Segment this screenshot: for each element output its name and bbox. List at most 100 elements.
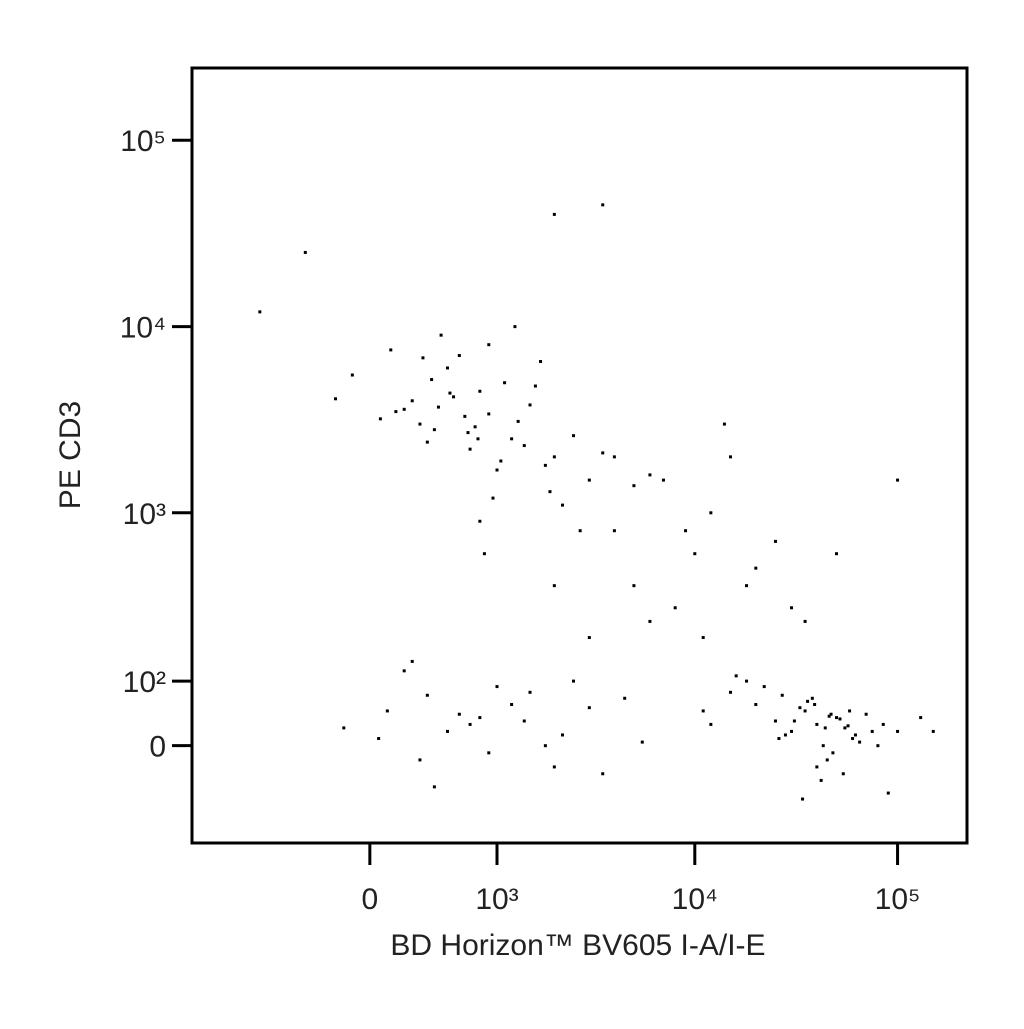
- point: [661, 478, 665, 482]
- point: [648, 473, 652, 477]
- point: [848, 709, 852, 713]
- point: [841, 772, 845, 776]
- point: [478, 389, 482, 393]
- point: [572, 679, 576, 683]
- point: [578, 529, 582, 533]
- point: [552, 765, 556, 769]
- point: [754, 702, 758, 706]
- point: [468, 447, 472, 451]
- point: [478, 519, 482, 523]
- point: [402, 407, 406, 411]
- point: [601, 203, 605, 207]
- point: [572, 434, 576, 438]
- point: [835, 552, 839, 556]
- y-tick-label: 0: [149, 731, 166, 764]
- point: [430, 378, 434, 382]
- point: [601, 772, 605, 776]
- point: [385, 709, 389, 713]
- point: [886, 791, 890, 795]
- point: [587, 478, 591, 482]
- point: [838, 717, 842, 721]
- point: [468, 722, 472, 726]
- point: [815, 722, 819, 726]
- point: [561, 733, 565, 737]
- point: [601, 451, 605, 455]
- point: [432, 785, 436, 789]
- point: [640, 740, 644, 744]
- point: [851, 737, 855, 741]
- point: [552, 212, 556, 216]
- point: [831, 751, 835, 755]
- point: [734, 674, 738, 678]
- point: [389, 348, 393, 352]
- point: [745, 679, 749, 683]
- point: [466, 431, 470, 435]
- point: [513, 325, 517, 329]
- point: [499, 459, 503, 463]
- point: [864, 712, 868, 716]
- point: [378, 417, 382, 421]
- point: [813, 702, 817, 706]
- point: [445, 366, 449, 370]
- point: [432, 428, 436, 432]
- point: [858, 740, 862, 744]
- point: [790, 606, 794, 610]
- x-tick-label: 10³: [475, 883, 518, 916]
- point: [476, 437, 480, 441]
- point: [709, 511, 713, 515]
- point: [798, 706, 802, 710]
- point: [552, 455, 556, 459]
- point: [870, 729, 874, 733]
- y-tick-label: 10²: [123, 666, 166, 699]
- point: [709, 722, 713, 726]
- point: [754, 566, 758, 570]
- point: [876, 744, 880, 748]
- point: [825, 758, 829, 762]
- point: [783, 733, 787, 737]
- point: [258, 310, 262, 314]
- point: [810, 696, 814, 700]
- point: [410, 399, 414, 403]
- point: [561, 503, 565, 507]
- point: [612, 529, 616, 533]
- point: [448, 391, 452, 395]
- point: [773, 719, 777, 723]
- point: [452, 395, 456, 399]
- x-tick-label: 0: [362, 883, 379, 916]
- point: [803, 709, 807, 713]
- point: [402, 669, 406, 673]
- point: [410, 659, 414, 663]
- y-tick-label: 10⁴: [120, 312, 166, 345]
- point: [632, 584, 636, 588]
- point: [487, 343, 491, 347]
- x-axis-label: BD Horizon™ BV605 I-A/I-E: [390, 929, 765, 962]
- point: [693, 552, 697, 556]
- point: [587, 636, 591, 640]
- x-tick-label: 10⁵: [875, 883, 921, 916]
- point: [548, 490, 552, 494]
- point: [495, 468, 499, 472]
- x-tick-label: 10⁴: [672, 883, 718, 916]
- point: [827, 714, 831, 718]
- point: [425, 693, 429, 697]
- point: [896, 729, 900, 733]
- point: [777, 737, 781, 741]
- point: [819, 778, 823, 782]
- y-tick-label: 10³: [123, 498, 166, 531]
- point: [843, 726, 847, 730]
- point: [436, 405, 440, 409]
- point: [684, 529, 688, 533]
- point: [673, 606, 677, 610]
- point: [543, 744, 547, 748]
- point: [803, 619, 807, 623]
- point: [421, 356, 425, 360]
- point: [587, 706, 591, 710]
- point: [745, 584, 749, 588]
- point: [522, 444, 526, 448]
- point: [543, 463, 547, 467]
- point: [522, 719, 526, 723]
- point: [790, 729, 794, 733]
- point: [482, 552, 486, 556]
- point: [919, 716, 923, 720]
